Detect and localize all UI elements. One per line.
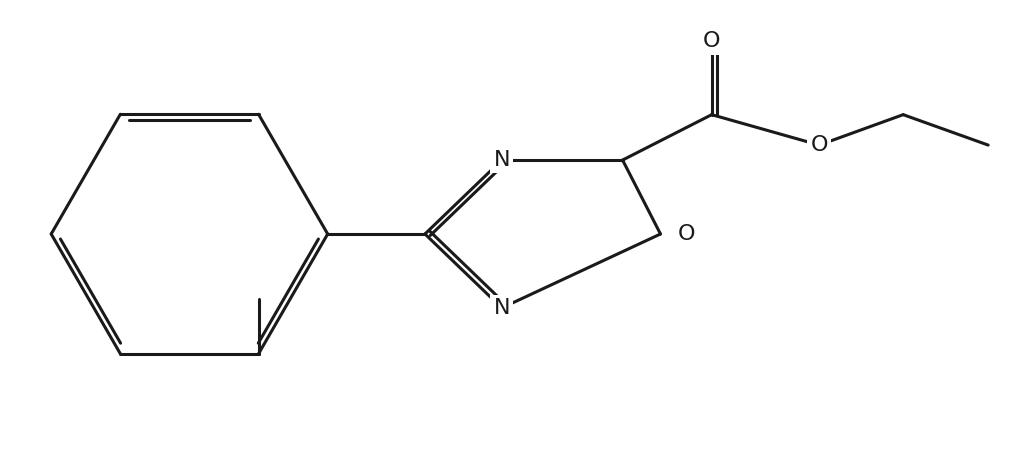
Text: O: O <box>702 31 721 51</box>
Text: O: O <box>677 224 695 244</box>
Text: O: O <box>810 135 828 155</box>
Text: N: N <box>494 150 510 170</box>
Text: N: N <box>494 298 510 318</box>
